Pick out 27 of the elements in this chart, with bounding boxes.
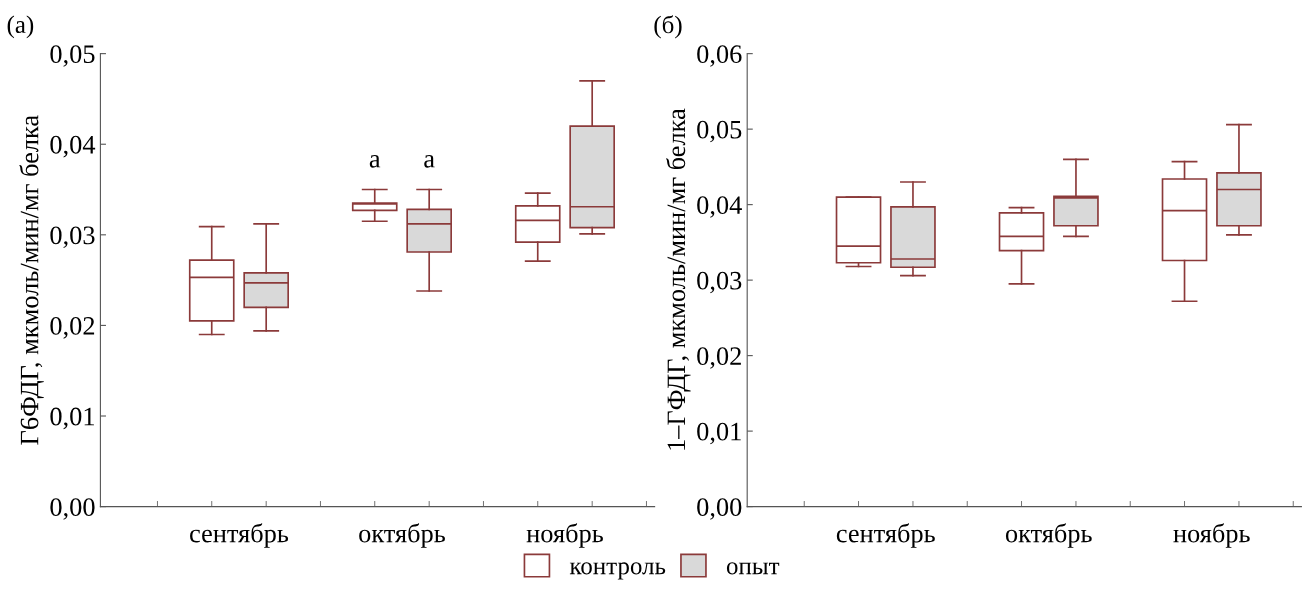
y-tick-label: 0,00 [50, 498, 95, 520]
y-tick-label: 0,04 [697, 196, 742, 218]
y-tick-label: 0,01 [50, 407, 94, 430]
y-axis-title: 1–ГФДГ, мкмоль/мин/мг белка [666, 108, 691, 450]
annotation: a [369, 154, 381, 168]
x-tick-label: октябрь [1005, 523, 1092, 548]
y-tick-label: 0,03 [50, 226, 95, 249]
x-tick-label: сентябрь [836, 523, 935, 548]
annotation: a [424, 154, 435, 168]
legend-label: опыт [726, 562, 780, 575]
y-tick-label: 0,05 [50, 45, 95, 67]
y-tick-label: 0,05 [697, 120, 742, 143]
y-tick-label: 0,04 [50, 135, 96, 158]
legend-label: контроль [569, 562, 666, 580]
x-tick-label: ноябрь [1173, 523, 1250, 548]
x-tick-label: октябрь [359, 523, 445, 548]
y-axis-title: Г6ФДГ, мкмоль/мин/мг белка [19, 115, 44, 445]
y-tick-label: 0,06 [697, 45, 742, 67]
x-tick-label: сентябрь [190, 523, 289, 548]
chart-title: (a) [7, 15, 34, 39]
chart-title: (б) [654, 15, 682, 39]
y-tick-label: 0,02 [697, 347, 741, 369]
y-tick-label: 0,01 [697, 422, 741, 445]
x-tick-label: ноябрь [526, 523, 603, 548]
y-tick-label: 0,02 [50, 317, 95, 339]
y-tick-label: 0,00 [697, 498, 742, 520]
y-tick-label: 0,03 [697, 271, 742, 294]
